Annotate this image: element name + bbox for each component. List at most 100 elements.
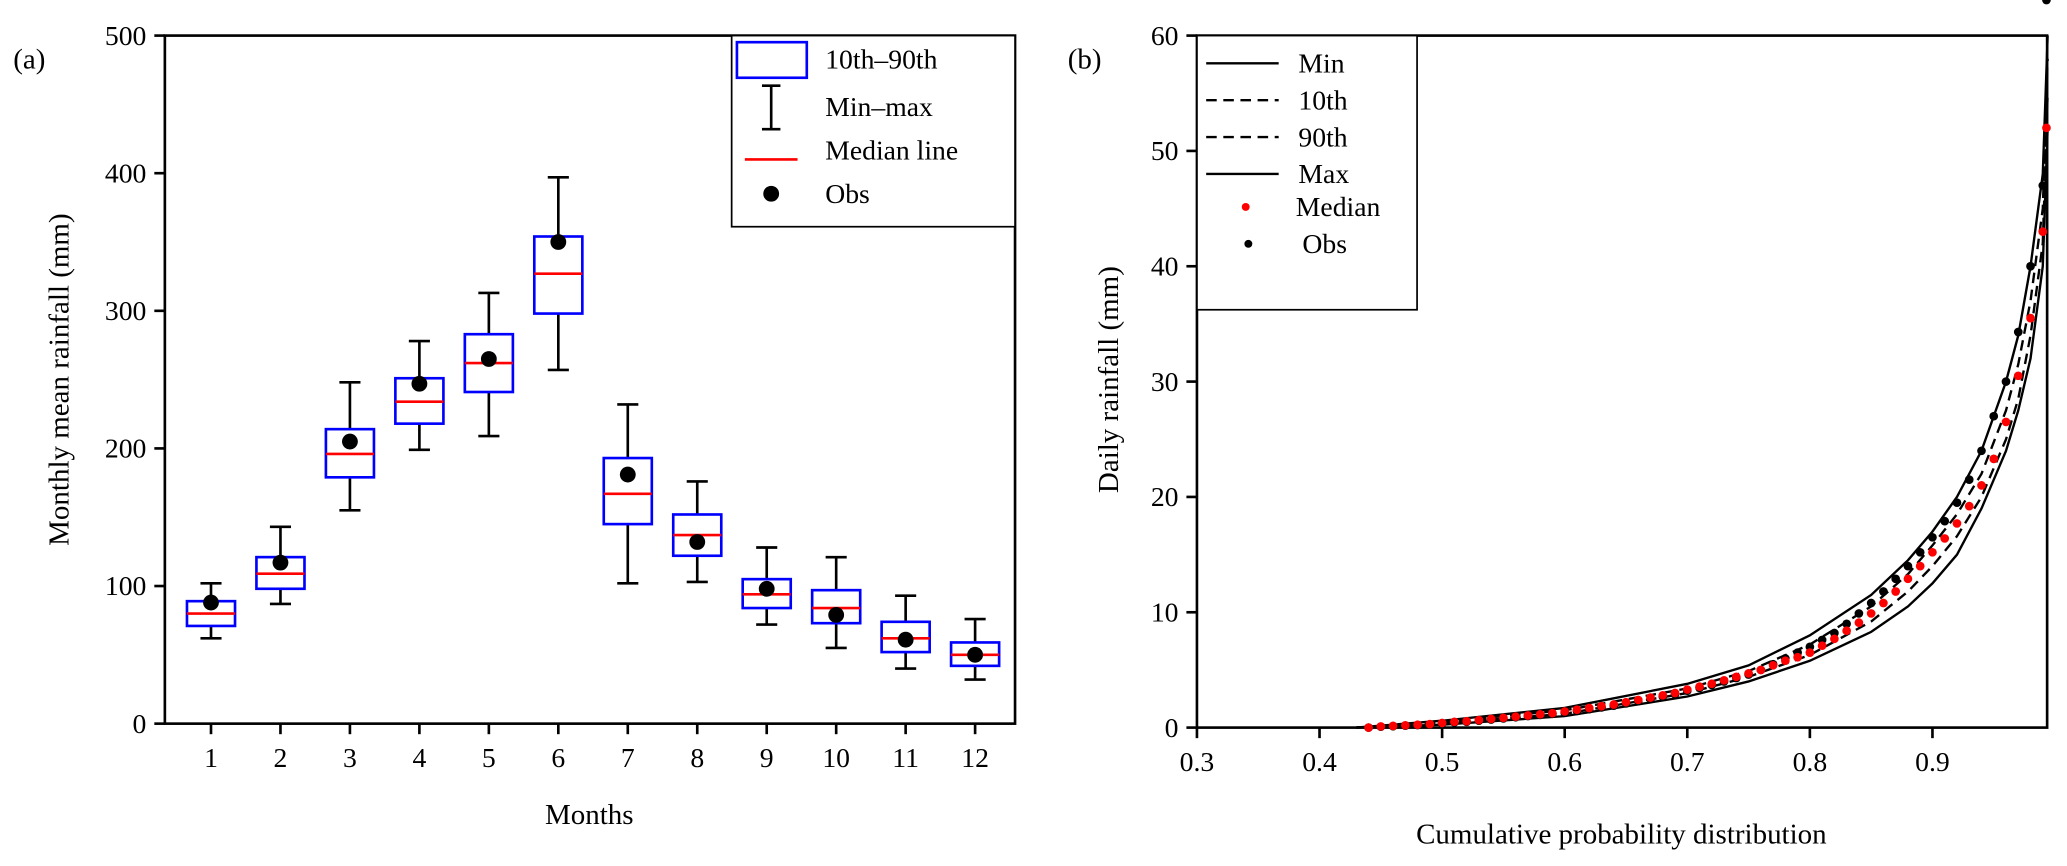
x-tick-label: 0.8	[1793, 746, 1828, 777]
whisker	[478, 291, 500, 438]
x-tick-label: 0.7	[1670, 746, 1705, 777]
median-point	[1915, 561, 1925, 571]
x-tick-label: 7	[621, 742, 635, 773]
median-point	[2038, 227, 2048, 237]
whisker	[408, 339, 430, 452]
obs-point	[1879, 587, 1888, 596]
median-point	[1400, 720, 1410, 730]
panel-a-boxes	[185, 176, 1001, 681]
box-month-6	[532, 176, 584, 372]
legend-label-min: Min	[1298, 47, 1344, 78]
obs-point	[1952, 498, 1962, 508]
median-point	[1695, 682, 1704, 692]
median-point	[1535, 709, 1545, 719]
median-point	[1462, 716, 1471, 726]
obs-point	[1940, 516, 1950, 526]
x-tick-label: 12	[961, 742, 989, 773]
obs-point	[689, 534, 706, 550]
median-point	[1964, 501, 1974, 511]
whisker	[686, 480, 708, 584]
x-tick-label: 1	[204, 742, 218, 773]
median-point	[1499, 713, 1508, 723]
median-point	[1781, 656, 1790, 666]
median-point	[2013, 371, 2023, 381]
panel-b-ticks: 0 10 20 30 40 50 60 0.3 0.4 0.5 0.6 0.7 0.8 0.9	[1151, 20, 1950, 777]
median-point	[1707, 679, 1717, 689]
series-line-max	[1356, 35, 2049, 729]
median-point	[1523, 711, 1533, 720]
x-tick-label: 0.6	[1547, 746, 1582, 777]
y-tick-label: 20	[1151, 481, 1179, 512]
median-point	[1388, 721, 1398, 731]
box-month-11	[880, 594, 931, 670]
y-tick-label: 200	[105, 433, 147, 464]
median-point	[1903, 574, 1913, 584]
x-tick-label: 0.4	[1302, 746, 1337, 777]
median-point	[1621, 697, 1631, 707]
whisker	[964, 617, 986, 681]
legend-label-obs: Obs	[825, 178, 870, 209]
panel-a-y-axis-label: Monthly mean rainfall (mm)	[44, 213, 76, 545]
x-tick-label: 11	[892, 742, 919, 773]
median-point	[1560, 707, 1570, 716]
panel-b-series	[1356, 0, 2051, 732]
median-point	[1879, 598, 1888, 608]
median-point	[1940, 534, 1950, 543]
series-line-10th	[1356, 93, 2049, 729]
x-tick-label: 0.3	[1180, 746, 1215, 777]
median-point	[1486, 714, 1496, 724]
obs-point	[411, 375, 428, 392]
box-10-90	[810, 588, 862, 625]
legend-label-max: Max	[1298, 158, 1349, 189]
median-point	[1572, 705, 1582, 715]
median-point	[1450, 717, 1459, 727]
median-point	[1842, 626, 1851, 636]
median-point	[2042, 123, 2051, 133]
whisker	[547, 176, 569, 372]
obs-point	[203, 594, 219, 611]
obs-point	[480, 351, 497, 367]
whisker	[339, 381, 361, 512]
whisker	[756, 546, 778, 626]
x-tick-label: 6	[551, 742, 565, 773]
y-tick-label: 400	[105, 157, 147, 188]
obs-point	[342, 433, 358, 450]
median-point	[2001, 417, 2011, 427]
obs-point	[1977, 446, 1986, 456]
legend-label-median: Median	[1296, 191, 1381, 222]
panel-a-legend: 10th–90th Min–max Median line Obs	[730, 34, 1016, 228]
y-tick-label: 50	[1151, 135, 1179, 166]
median-point	[1584, 703, 1594, 713]
y-tick-label: 30	[1151, 366, 1179, 397]
obs-point	[550, 234, 567, 250]
whisker	[617, 403, 639, 585]
panel-b-label: (b)	[1068, 44, 1102, 76]
median-point	[1413, 720, 1422, 730]
obs-point	[272, 554, 289, 571]
panel-a-x-axis-label: Months	[545, 799, 634, 831]
obs-point	[758, 580, 775, 597]
x-tick-label: 2	[274, 742, 288, 773]
median-point	[1731, 672, 1741, 682]
obs-point	[2001, 377, 2011, 386]
box-10-90	[602, 456, 654, 526]
x-tick-label: 8	[690, 742, 704, 773]
y-tick-label: 0	[133, 708, 147, 739]
panel-b-legend: Min 10th 90th Max Median Obs	[1196, 34, 1418, 311]
obs-point	[1891, 574, 1901, 584]
series-line-90th	[1356, 58, 2049, 729]
whisker	[269, 525, 292, 606]
median-point	[1633, 695, 1643, 705]
median-point	[1670, 688, 1680, 698]
median-point	[1437, 718, 1447, 728]
panel-b-x-axis-label: Cumulative probability distribution	[1416, 819, 1827, 851]
median-point	[1866, 609, 1876, 618]
legend-box-swatch	[735, 40, 809, 80]
x-tick-label: 3	[343, 742, 357, 773]
legend-obs-swatch	[763, 185, 780, 202]
median-point	[1719, 675, 1729, 685]
median-point	[1891, 587, 1901, 596]
median-point	[1682, 685, 1692, 694]
